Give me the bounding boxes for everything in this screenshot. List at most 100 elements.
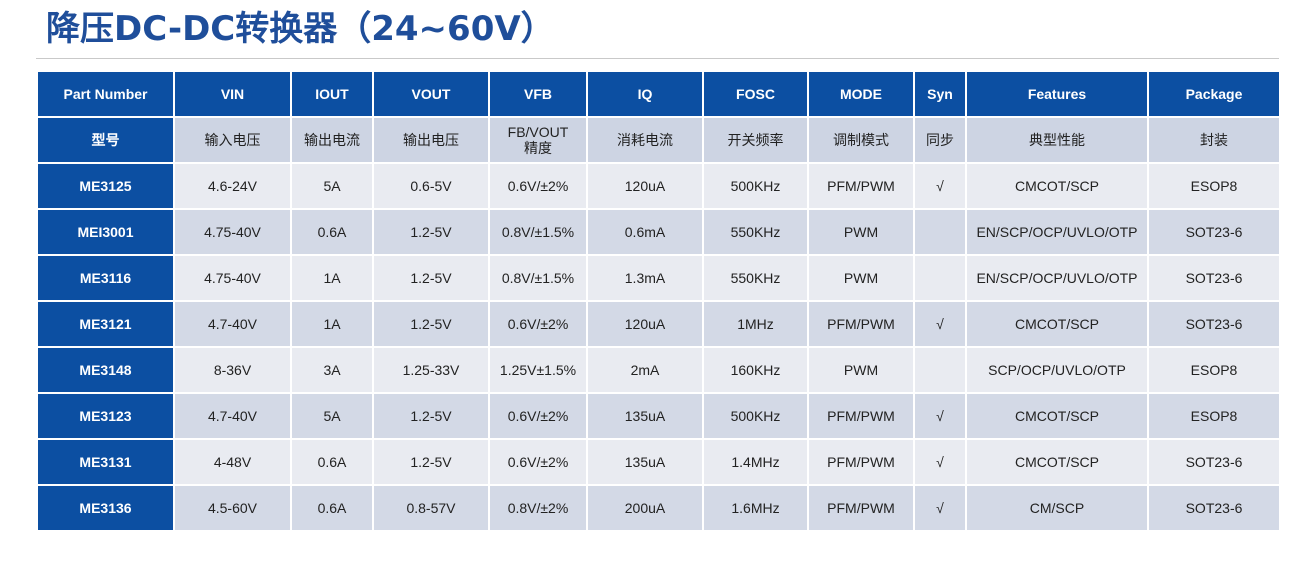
cell-features: EN/SCP/OCP/UVLO/OTP (965, 208, 1149, 256)
table-subheader-row: 型号 输入电压 输出电流 输出电压 FB/VOUT 精度 消耗电流 开关频率 调制模式 同步 典型性… (36, 116, 1281, 164)
cell-iout: 3A (290, 346, 374, 394)
cell-fosc: 550KHz (702, 208, 809, 256)
column-subheader-iq: 消耗电流 (586, 116, 704, 164)
cell-package: SOT23-6 (1147, 484, 1281, 532)
cell-iq: 2mA (586, 346, 704, 394)
column-subheader-vin: 输入电压 (173, 116, 292, 164)
cell-mode: PFM/PWM (807, 300, 915, 348)
cell-vin: 4.5-60V (173, 484, 292, 532)
spec-table: Part Number VIN IOUT VOUT VFB IQ FOSC MODE Syn Fe… (36, 70, 1281, 532)
table-body: ME3125 4.6-24V 5A 0.6-5V 0.6V/±2% 120uA 500KHz… (36, 162, 1281, 532)
cell-mode: PFM/PWM (807, 392, 915, 440)
subheader-line: FB/VOUT (507, 124, 569, 140)
cell-part: ME3123 (36, 392, 175, 440)
cell-vout: 1.2-5V (372, 208, 490, 256)
cell-fosc: 1.6MHz (702, 484, 809, 532)
table-row: ME3125 4.6-24V 5A 0.6-5V 0.6V/±2% 120uA 500KHz… (36, 162, 1281, 210)
cell-fosc: 1.4MHz (702, 438, 809, 486)
column-header-part: Part Number (36, 70, 175, 118)
cell-vin: 4.75-40V (173, 254, 292, 302)
cell-iout: 1A (290, 300, 374, 348)
cell-vfb: 0.6V/±2% (488, 162, 588, 210)
column-subheader-part: 型号 (36, 116, 175, 164)
cell-vin: 4-48V (173, 438, 292, 486)
cell-fosc: 550KHz (702, 254, 809, 302)
cell-mode: PFM/PWM (807, 484, 915, 532)
column-subheader-package: 封装 (1147, 116, 1281, 164)
cell-iout: 5A (290, 162, 374, 210)
column-header-vout: VOUT (372, 70, 490, 118)
cell-vfb: 0.8V/±1.5% (488, 254, 588, 302)
cell-syn (913, 346, 967, 394)
table-row: MEI3001 4.75-40V 0.6A 1.2-5V 0.8V/±1.5% 0.6mA… (36, 208, 1281, 256)
cell-features: CMCOT/SCP (965, 162, 1149, 210)
table-row: ME3136 4.5-60V 0.6A 0.8-57V 0.8V/±2% 200uA 1.6… (36, 484, 1281, 532)
cell-iout: 5A (290, 392, 374, 440)
cell-syn: √ (913, 392, 967, 440)
cell-package: ESOP8 (1147, 392, 1281, 440)
cell-features: EN/SCP/OCP/UVLO/OTP (965, 254, 1149, 302)
cell-package: SOT23-6 (1147, 208, 1281, 256)
cell-package: SOT23-6 (1147, 438, 1281, 486)
cell-vout: 1.2-5V (372, 392, 490, 440)
column-header-vin: VIN (173, 70, 292, 118)
cell-syn: √ (913, 438, 967, 486)
cell-package: ESOP8 (1147, 162, 1281, 210)
cell-vfb: 0.8V/±2% (488, 484, 588, 532)
table-row: ME3121 4.7-40V 1A 1.2-5V 0.6V/±2% 120uA 1MHz PF… (36, 300, 1281, 348)
cell-iq: 135uA (586, 438, 704, 486)
column-header-fosc: FOSC (702, 70, 809, 118)
table-row: ME3131 4-48V 0.6A 1.2-5V 0.6V/±2% 135uA 1.4MHz… (36, 438, 1281, 486)
cell-syn (913, 208, 967, 256)
cell-features: CMCOT/SCP (965, 392, 1149, 440)
column-header-features: Features (965, 70, 1149, 118)
cell-mode: PFM/PWM (807, 162, 915, 210)
column-subheader-features: 典型性能 (965, 116, 1149, 164)
cell-part: ME3121 (36, 300, 175, 348)
cell-fosc: 1MHz (702, 300, 809, 348)
cell-vfb: 0.6V/±2% (488, 438, 588, 486)
cell-syn (913, 254, 967, 302)
cell-mode: PWM (807, 208, 915, 256)
cell-vin: 4.7-40V (173, 300, 292, 348)
cell-vout: 1.2-5V (372, 438, 490, 486)
column-subheader-mode: 调制模式 (807, 116, 915, 164)
cell-iq: 135uA (586, 392, 704, 440)
cell-iq: 1.3mA (586, 254, 704, 302)
cell-features: CMCOT/SCP (965, 438, 1149, 486)
cell-package: SOT23-6 (1147, 254, 1281, 302)
column-subheader-fosc: 开关频率 (702, 116, 809, 164)
column-header-syn: Syn (913, 70, 967, 118)
cell-vin: 4.6-24V (173, 162, 292, 210)
column-subheader-syn: 同步 (913, 116, 967, 164)
cell-vin: 4.7-40V (173, 392, 292, 440)
table-row: ME3116 4.75-40V 1A 1.2-5V 0.8V/±1.5% 1.3mA 550… (36, 254, 1281, 302)
cell-features: SCP/OCP/UVLO/OTP (965, 346, 1149, 394)
cell-part: ME3131 (36, 438, 175, 486)
cell-features: CM/SCP (965, 484, 1149, 532)
cell-vin: 4.75-40V (173, 208, 292, 256)
cell-vout: 1.2-5V (372, 254, 490, 302)
column-header-mode: MODE (807, 70, 915, 118)
cell-part: ME3116 (36, 254, 175, 302)
cell-iq: 120uA (586, 162, 704, 210)
subheader-line: 精度 (524, 140, 552, 156)
cell-vout: 0.6-5V (372, 162, 490, 210)
cell-features: CMCOT/SCP (965, 300, 1149, 348)
cell-syn: √ (913, 484, 967, 532)
cell-iq: 200uA (586, 484, 704, 532)
cell-mode: PWM (807, 346, 915, 394)
column-header-package: Package (1147, 70, 1281, 118)
cell-vout: 1.2-5V (372, 300, 490, 348)
cell-iout: 1A (290, 254, 374, 302)
cell-iq: 0.6mA (586, 208, 704, 256)
column-subheader-iout: 输出电流 (290, 116, 374, 164)
column-subheader-vfb: FB/VOUT 精度 (488, 116, 588, 164)
cell-vfb: 0.8V/±1.5% (488, 208, 588, 256)
cell-syn: √ (913, 300, 967, 348)
table-row: ME3148 8-36V 3A 1.25-33V 1.25V±1.5% 2mA 160KHz… (36, 346, 1281, 394)
cell-iout: 0.6A (290, 208, 374, 256)
cell-fosc: 500KHz (702, 392, 809, 440)
column-header-iout: IOUT (290, 70, 374, 118)
table-header-row: Part Number VIN IOUT VOUT VFB IQ FOSC MODE Syn Fe… (36, 70, 1281, 118)
